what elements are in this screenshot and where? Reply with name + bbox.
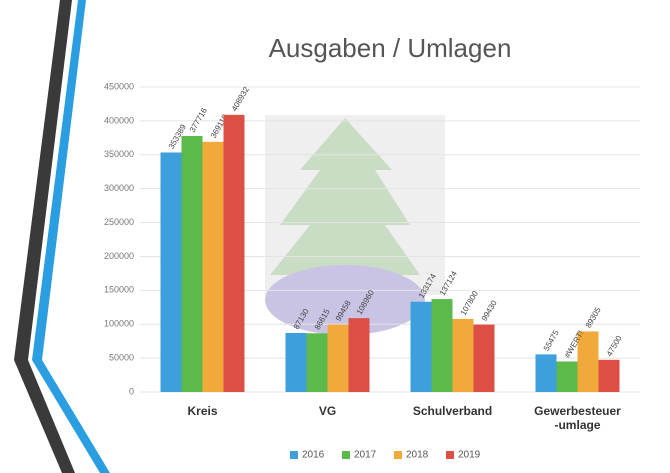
bar [410, 301, 432, 392]
bar [452, 318, 474, 392]
watermark-tree [270, 118, 420, 275]
bar [535, 354, 557, 392]
y-tick-label: 450000 [104, 81, 134, 91]
watermark-shape [265, 265, 425, 335]
legend-swatch [342, 451, 350, 459]
bar [160, 152, 182, 392]
decor-blue [32, 0, 110, 473]
legend-label: 2018 [406, 450, 429, 461]
y-tick-label: 250000 [104, 217, 134, 227]
data-label: 377716 [188, 106, 209, 134]
bar [285, 332, 307, 392]
y-tick-label: 50000 [109, 352, 134, 362]
bar [327, 324, 349, 392]
data-label: 99430 [480, 298, 499, 322]
y-tick-label: 0 [129, 386, 134, 396]
legend-swatch [446, 451, 454, 459]
legend-label: 2017 [354, 450, 377, 461]
y-tick-label: 100000 [104, 319, 134, 329]
x-tick-label: VG [318, 404, 337, 418]
y-tick-label: 200000 [104, 251, 134, 261]
bar [598, 359, 620, 392]
bar [223, 114, 245, 393]
legend-label: 2019 [458, 450, 481, 461]
x-tick-label: Kreis [187, 404, 218, 418]
legend-label: 2016 [302, 450, 325, 461]
bar [181, 135, 203, 392]
legend-swatch [394, 451, 402, 459]
y-tick-label: 350000 [104, 149, 134, 159]
bar [431, 299, 453, 392]
bar [473, 324, 495, 392]
data-label: 408932 [230, 85, 251, 113]
bar [556, 361, 578, 392]
legend-swatch [290, 451, 298, 459]
bar [202, 141, 224, 392]
bar [348, 318, 370, 392]
data-label: 89305 [584, 305, 603, 329]
y-tick-label: 300000 [104, 183, 134, 193]
data-label: 55475 [542, 328, 561, 352]
data-label: 107800 [459, 289, 480, 317]
y-tick-label: 150000 [104, 285, 134, 295]
data-label: 47500 [605, 334, 624, 358]
bar [306, 333, 328, 392]
chart-title: Ausgaben / Umlagen [269, 33, 512, 63]
x-tick-label: Schulverband [412, 404, 493, 418]
y-tick-label: 400000 [104, 115, 134, 125]
bar [577, 331, 599, 392]
x-tick-label: Gewerbesteuer -umlage [534, 404, 621, 432]
